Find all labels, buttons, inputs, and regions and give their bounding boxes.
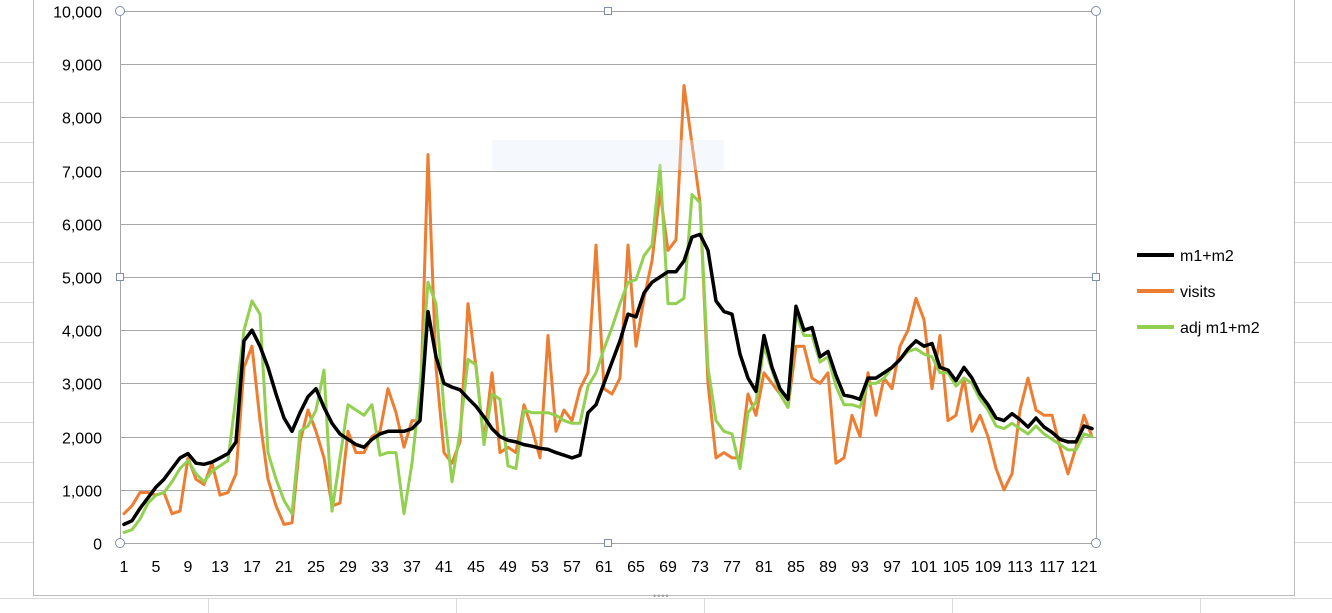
plot-area-selection-handles[interactable] [115, 6, 1101, 548]
legend-item[interactable]: visits [1137, 284, 1216, 301]
x-tick-label: 69 [659, 559, 677, 576]
x-tick-label: 9 [184, 559, 193, 576]
side-handle[interactable] [604, 7, 612, 15]
x-tick-label: 37 [403, 559, 421, 576]
x-tick-label: 21 [275, 559, 293, 576]
y-tick-label: 5,000 [62, 271, 102, 288]
series-line-m1-m2[interactable] [122, 232, 1094, 527]
x-tick-label: 77 [723, 559, 741, 576]
y-tick-label: 8,000 [62, 111, 102, 128]
y-axis-tick-labels: 0 1,000 2,000 3,000 4,000 5,000 6,000 7,000 8,00… [53, 5, 102, 554]
x-tick-label: 117 [1039, 559, 1065, 576]
series-line-adj-m1-m2[interactable] [122, 163, 1094, 534]
corner-handle[interactable] [1091, 6, 1101, 16]
legend[interactable]: m1+m2 visits adj m1+m2 [1137, 248, 1260, 337]
corner-handle[interactable] [115, 6, 125, 16]
x-tick-label: 113 [1007, 559, 1033, 576]
y-tick-label: 7,000 [62, 165, 102, 182]
x-tick-label: 1 [120, 559, 129, 576]
y-tick-label: 1,000 [62, 484, 102, 501]
chart-resize-grip[interactable]: •••• [653, 591, 670, 601]
x-tick-label: 93 [851, 559, 869, 576]
x-tick-label: 97 [883, 559, 901, 576]
legend-label: visits [1180, 284, 1216, 301]
side-handle[interactable] [1092, 273, 1100, 281]
y-tick-label: 2,000 [62, 431, 102, 448]
x-tick-label: 53 [531, 559, 549, 576]
y-tick-label: 3,000 [62, 377, 102, 394]
x-tick-label: 13 [211, 559, 229, 576]
x-tick-label: 81 [755, 559, 773, 576]
y-tick-label: 9,000 [62, 58, 102, 75]
x-tick-label: 61 [595, 559, 613, 576]
x-tick-label: 101 [911, 559, 938, 576]
x-tick-label: 49 [499, 559, 517, 576]
x-tick-label: 25 [307, 559, 325, 576]
y-tick-label: 10,000 [53, 5, 102, 22]
x-tick-label: 121 [1071, 559, 1098, 576]
x-tick-label: 89 [819, 559, 837, 576]
y-tick-label: 4,000 [62, 324, 102, 341]
x-tick-label: 65 [627, 559, 645, 576]
x-tick-label: 41 [435, 559, 453, 576]
x-tick-label: 105 [943, 559, 970, 576]
y-tick-label: 0 [93, 537, 102, 554]
side-handle[interactable] [116, 273, 124, 281]
x-tick-label: 73 [691, 559, 709, 576]
x-axis-tick-labels: 1 5 9 13 17 21 25 29 33 37 41 45 49 53 57 61 65 69 73 77 81 8… [120, 559, 1098, 576]
legend-item[interactable]: m1+m2 [1137, 248, 1234, 265]
x-tick-label: 29 [339, 559, 357, 576]
x-tick-label: 5 [152, 559, 161, 576]
x-tick-label: 33 [371, 559, 389, 576]
x-tick-label: 17 [243, 559, 261, 576]
chart-area[interactable] [33, 0, 1295, 596]
x-tick-label: 85 [787, 559, 805, 576]
legend-label: adj m1+m2 [1180, 320, 1260, 337]
y-tick-label: 6,000 [62, 218, 102, 235]
x-tick-label: 45 [467, 559, 485, 576]
side-handle[interactable] [604, 539, 612, 547]
corner-handle[interactable] [1091, 538, 1101, 548]
x-tick-label: 57 [563, 559, 581, 576]
x-tick-label: 109 [975, 559, 1002, 576]
corner-handle[interactable] [115, 538, 125, 548]
legend-item[interactable]: adj m1+m2 [1137, 320, 1260, 337]
legend-label: m1+m2 [1180, 248, 1234, 265]
series-line-visits[interactable] [122, 84, 1094, 526]
series-lines[interactable] [122, 84, 1094, 534]
